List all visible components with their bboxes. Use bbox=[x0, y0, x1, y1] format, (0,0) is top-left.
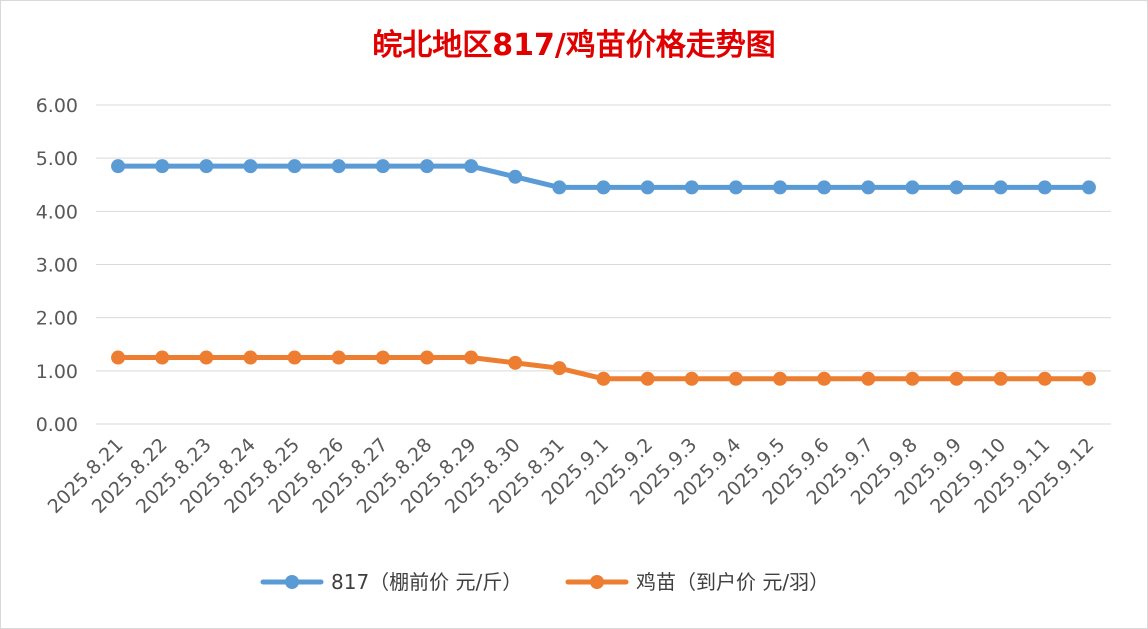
data-point bbox=[243, 350, 258, 365]
data-point bbox=[949, 180, 964, 195]
data-point bbox=[199, 350, 214, 365]
legend-item: 817（棚前价 元/斤） bbox=[260, 570, 522, 594]
data-point bbox=[464, 159, 479, 174]
data-point bbox=[331, 159, 346, 174]
data-point bbox=[596, 180, 611, 195]
legend-marker bbox=[285, 575, 299, 589]
y-tick-label: 5.00 bbox=[36, 148, 78, 170]
series-1 bbox=[111, 159, 1096, 195]
chart-title: 皖北地区817/鸡苗价格走势图 bbox=[372, 28, 776, 63]
data-point bbox=[552, 180, 567, 195]
data-point bbox=[640, 371, 655, 386]
data-point bbox=[199, 159, 214, 174]
data-point bbox=[1081, 180, 1096, 195]
y-tick-label: 2.00 bbox=[36, 308, 78, 330]
data-point bbox=[287, 350, 302, 365]
y-tick-label: 1.00 bbox=[36, 361, 78, 383]
data-point bbox=[375, 350, 390, 365]
data-point bbox=[155, 159, 170, 174]
data-point bbox=[155, 350, 170, 365]
y-tick-label: 3.00 bbox=[36, 255, 78, 277]
data-point bbox=[552, 361, 567, 376]
data-point bbox=[949, 371, 964, 386]
data-point bbox=[773, 371, 788, 386]
legend-label: 鸡苗（到户价 元/羽） bbox=[636, 570, 829, 594]
data-point bbox=[419, 159, 434, 174]
data-point bbox=[508, 355, 523, 370]
data-point bbox=[728, 180, 743, 195]
data-point bbox=[640, 180, 655, 195]
data-point bbox=[287, 159, 302, 174]
data-point bbox=[1037, 371, 1052, 386]
data-point bbox=[861, 180, 876, 195]
data-point bbox=[375, 159, 390, 174]
y-axis-ticks: 0.00 1.00 2.00 3.00 4.00 5.00 6.00 bbox=[36, 95, 78, 436]
data-point bbox=[464, 350, 479, 365]
series-layer bbox=[111, 159, 1096, 386]
data-point bbox=[111, 159, 126, 174]
data-point bbox=[993, 371, 1008, 386]
data-point bbox=[817, 180, 832, 195]
data-point bbox=[684, 180, 699, 195]
y-tick-label: 6.00 bbox=[36, 95, 78, 117]
data-point bbox=[596, 371, 611, 386]
data-point bbox=[684, 371, 699, 386]
data-point bbox=[419, 350, 434, 365]
y-tick-label: 4.00 bbox=[36, 201, 78, 223]
data-point bbox=[728, 371, 743, 386]
legend-marker bbox=[590, 575, 604, 589]
data-point bbox=[111, 350, 126, 365]
data-point bbox=[773, 180, 788, 195]
legend: 817（棚前价 元/斤） 鸡苗（到户价 元/羽） bbox=[260, 570, 829, 594]
data-point bbox=[861, 371, 876, 386]
data-point bbox=[331, 350, 346, 365]
y-tick-label: 0.00 bbox=[36, 414, 78, 436]
series-2 bbox=[111, 350, 1096, 386]
legend-label: 817（棚前价 元/斤） bbox=[331, 570, 522, 594]
legend-item: 鸡苗（到户价 元/羽） bbox=[565, 570, 829, 594]
data-point bbox=[243, 159, 258, 174]
data-point bbox=[1081, 371, 1096, 386]
data-point bbox=[1037, 180, 1052, 195]
data-point bbox=[508, 169, 523, 184]
gridlines bbox=[96, 104, 1111, 425]
data-point bbox=[817, 371, 832, 386]
data-point bbox=[905, 180, 920, 195]
data-point bbox=[993, 180, 1008, 195]
data-point bbox=[905, 371, 920, 386]
